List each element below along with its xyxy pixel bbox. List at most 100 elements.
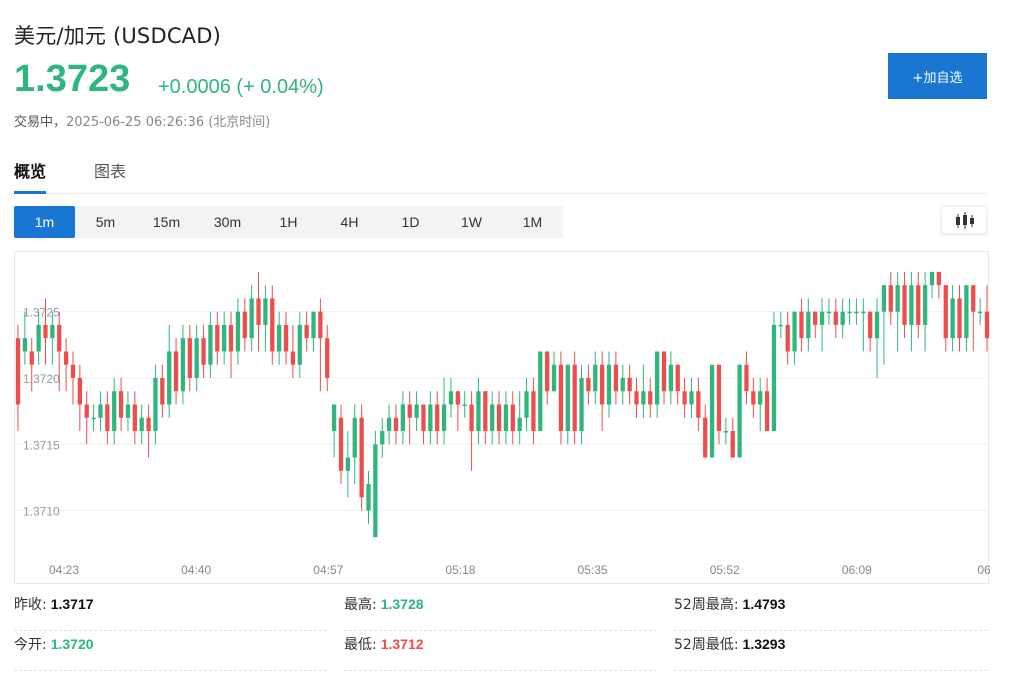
candle-body bbox=[579, 377, 584, 432]
candle-body bbox=[373, 444, 378, 538]
stat-value: 1.3712 bbox=[380, 636, 424, 652]
candle-body bbox=[916, 285, 921, 325]
candle-body bbox=[943, 285, 948, 339]
stat-label: 今开: bbox=[14, 637, 47, 653]
stat-52w-high: 52周最高: 1.4793 bbox=[674, 594, 987, 631]
candle-body bbox=[70, 364, 76, 378]
candle-body bbox=[668, 364, 674, 392]
add-to-watchlist-button[interactable]: +加自选 bbox=[888, 53, 987, 99]
candle-body bbox=[593, 364, 598, 392]
interval-1m[interactable]: 1m bbox=[14, 206, 75, 238]
candle-body bbox=[421, 404, 426, 432]
candle-body bbox=[957, 298, 962, 339]
candle-body bbox=[503, 404, 509, 432]
y-tick-label: 1.3720 bbox=[23, 372, 60, 386]
candle-body bbox=[359, 417, 364, 498]
stat-label: 最高: bbox=[344, 597, 377, 613]
candle-body bbox=[235, 311, 241, 352]
candle-body bbox=[263, 298, 268, 325]
candle-body bbox=[256, 298, 261, 325]
candle-body bbox=[318, 311, 323, 339]
interval-1w[interactable]: 1W bbox=[461, 214, 482, 230]
candle-body bbox=[22, 338, 28, 352]
stat-value: 1.4793 bbox=[742, 596, 786, 612]
candle-body bbox=[146, 417, 151, 432]
candle-body bbox=[36, 324, 41, 352]
price-change: +0.0006 (+ 0.04%) bbox=[158, 76, 324, 98]
candle-body bbox=[167, 351, 172, 405]
interval-15m[interactable]: 15m bbox=[152, 214, 181, 230]
stat-value: 1.3720 bbox=[50, 636, 94, 652]
interval-selector: 1m 5m 15m 30m 1H 4H 1D 1W 1M bbox=[14, 206, 563, 238]
candle-body bbox=[634, 391, 639, 405]
interval-1mo[interactable]: 1M bbox=[522, 214, 543, 230]
interval-4h[interactable]: 4H bbox=[340, 214, 359, 230]
stat-value: 1.3717 bbox=[50, 596, 94, 612]
interval-1h[interactable]: 1H bbox=[279, 214, 298, 230]
candle-body bbox=[153, 377, 158, 432]
candle-body bbox=[380, 431, 385, 445]
candle-body bbox=[531, 391, 536, 432]
candle-body bbox=[764, 391, 770, 432]
candle-body bbox=[180, 338, 186, 392]
candle-body bbox=[895, 285, 900, 312]
stat-value: 1.3728 bbox=[380, 596, 424, 612]
candle-body bbox=[208, 324, 213, 365]
candle-body bbox=[813, 311, 818, 325]
tab-overview[interactable]: 概览 bbox=[14, 158, 47, 194]
candle-body bbox=[118, 391, 124, 418]
candle-body bbox=[888, 285, 893, 312]
candle-body bbox=[441, 404, 447, 432]
candle-body bbox=[160, 377, 165, 405]
candle-body bbox=[909, 285, 914, 325]
y-tick-label: 1.3715 bbox=[23, 438, 60, 452]
candle-body bbox=[654, 351, 660, 405]
candle-body bbox=[874, 311, 880, 339]
candle-body bbox=[393, 417, 399, 432]
candle-body bbox=[620, 377, 625, 392]
interval-5m[interactable]: 5m bbox=[95, 214, 116, 230]
interval-30m[interactable]: 30m bbox=[213, 214, 242, 230]
candle-body bbox=[338, 417, 344, 471]
candle-body bbox=[868, 311, 873, 339]
candle-body bbox=[345, 457, 351, 471]
candle-body bbox=[84, 404, 89, 418]
candle-body bbox=[173, 351, 179, 392]
candle-body bbox=[249, 298, 254, 339]
chart-type-toggle[interactable] bbox=[941, 206, 987, 234]
candle-body bbox=[63, 351, 69, 365]
candle-body bbox=[675, 364, 680, 392]
candle-body bbox=[977, 311, 983, 314]
candle-body bbox=[277, 324, 282, 352]
x-tick-label: 05:35 bbox=[578, 563, 608, 577]
candle-body bbox=[242, 311, 247, 339]
interval-1d[interactable]: 1D bbox=[401, 214, 420, 230]
stat-value: 1.3293 bbox=[742, 636, 786, 652]
candle-body bbox=[490, 404, 495, 432]
candle-body bbox=[215, 324, 220, 352]
price-chart[interactable]: 1.3725 1.3720 1.3715 1.3710 04:23 04:40 04:57 0… bbox=[14, 251, 990, 584]
stat-high: 最高: 1.3728 bbox=[344, 594, 657, 631]
candle-body bbox=[50, 324, 55, 339]
candle-body bbox=[881, 285, 887, 312]
candle-body bbox=[709, 364, 715, 458]
candle-body bbox=[627, 377, 632, 392]
candle-body bbox=[744, 364, 749, 392]
candle-body bbox=[971, 285, 976, 312]
candle-body bbox=[861, 311, 866, 314]
candle-body bbox=[29, 351, 34, 365]
candle-body bbox=[517, 417, 522, 432]
candle-body bbox=[407, 404, 412, 418]
tab-chart[interactable]: 图表 bbox=[94, 162, 127, 181]
candle-body bbox=[565, 364, 570, 432]
candle-body bbox=[806, 311, 811, 339]
candle-body bbox=[703, 417, 708, 458]
candle-body bbox=[483, 391, 488, 432]
stat-label: 52周最高: bbox=[674, 597, 739, 613]
candle-body bbox=[586, 377, 591, 392]
candle-body bbox=[847, 311, 852, 314]
candle-body bbox=[751, 391, 756, 405]
candle-body bbox=[730, 431, 735, 458]
candle-body bbox=[524, 391, 529, 418]
candle-body bbox=[270, 298, 275, 352]
